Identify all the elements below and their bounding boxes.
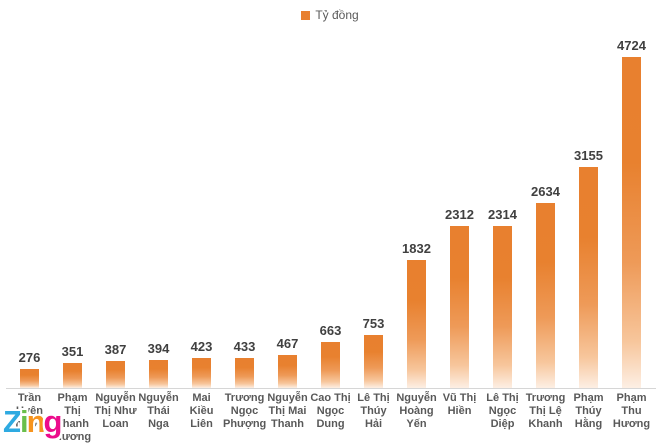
bar-value-label: 467 [276, 336, 299, 351]
category-label: Lê Thị Ngọc Diệp [486, 392, 519, 430]
zing-logo-letter: g [43, 404, 63, 439]
bar [579, 167, 598, 388]
bar-value-label: 2634 [531, 184, 560, 199]
bar [192, 358, 211, 388]
zing-logo-letter: Z [3, 404, 22, 439]
category-label: Cao Thị Ngọc Dung [310, 392, 351, 430]
bar [321, 342, 340, 388]
bar [450, 226, 469, 388]
category-label: Mai Kiều Liên [189, 392, 214, 430]
legend-label: Tỷ đồng [315, 8, 359, 22]
bar [235, 358, 254, 388]
category-label: Nguyễn Hoàng Yến [396, 392, 437, 430]
bar [149, 360, 168, 388]
zing-logo-letter: i [19, 404, 29, 439]
bar [536, 203, 555, 388]
category-label: Phạm Thúy Hằng [573, 392, 604, 430]
chart-legend: Tỷ đồng [0, 8, 660, 22]
bar [106, 361, 125, 388]
bar-value-label: 276 [18, 350, 41, 365]
bar-value-label: 1832 [402, 241, 431, 256]
bar-value-label: 663 [319, 323, 342, 338]
zing-logo-letter: n [26, 404, 46, 439]
bar-value-label: 351 [61, 344, 84, 359]
category-label: Trương Thị Lệ Khanh [525, 392, 566, 430]
bar [20, 369, 39, 388]
bar [407, 260, 426, 388]
category-label: Phạm Thu Hương [612, 392, 651, 430]
bar-value-label: 433 [233, 339, 256, 354]
bar [493, 226, 512, 388]
bar [622, 57, 641, 388]
bar-value-label: 2312 [445, 207, 474, 222]
legend-swatch-icon [301, 10, 311, 20]
category-label: Lê Thị Thúy Hải [357, 392, 390, 430]
category-label: Phạm Thị Thanh Hương [53, 392, 92, 443]
bar-value-label: 753 [362, 316, 385, 331]
bar-value-label: 423 [190, 339, 213, 354]
bar [278, 355, 297, 388]
x-axis-line [6, 388, 656, 389]
bar-value-label: 394 [147, 341, 170, 356]
bar-value-label: 3155 [574, 148, 603, 163]
bar [63, 363, 82, 388]
bar-value-label: 387 [104, 342, 127, 357]
category-label: Trần Uyên Phương [8, 392, 52, 430]
category-label: Nguyễn Thị Mai Thanh [267, 392, 308, 430]
category-label: Vũ Thị Hiền [442, 392, 477, 417]
bar-value-label: 4724 [617, 38, 646, 53]
bar-value-label: 2314 [488, 207, 517, 222]
bar [364, 335, 383, 388]
category-label: Nguyễn Thái Nga [138, 392, 179, 430]
category-label: Nguyễn Thị Như Loan [94, 392, 137, 430]
category-label: Trương Ngọc Phượng [223, 392, 267, 430]
zing-logo: Zing [3, 404, 63, 439]
